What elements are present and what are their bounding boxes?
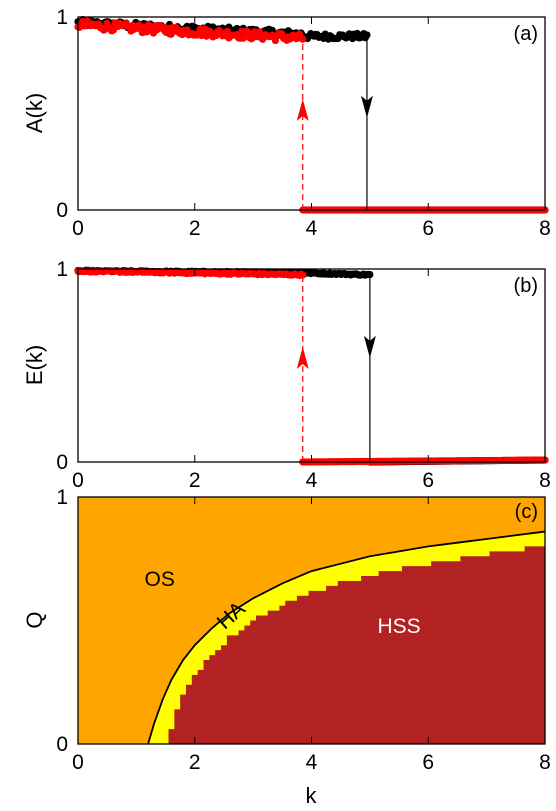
- region-label-os: OS: [145, 568, 175, 591]
- panel-b-ticks: 0 2 4 6 8 0 1: [56, 258, 551, 492]
- panel-b-xtick-label: 6: [422, 469, 434, 492]
- panel-a-transition-arrow: [360, 95, 373, 118]
- panel-c-xtick-label: 6: [422, 751, 434, 774]
- panel-a-ytick-label: 1: [56, 6, 68, 29]
- panel-a-ytick-label: 0: [56, 199, 68, 222]
- panel-a-ylabel: A(k): [22, 93, 47, 133]
- panel-c-xtick-label: 2: [189, 751, 201, 774]
- panel-a-xtick-label: 4: [306, 217, 318, 240]
- panel-b-data: [74, 266, 549, 466]
- panel-a-label: (a): [514, 23, 538, 45]
- region-hss: [168, 546, 545, 744]
- panel-a-data: [74, 15, 549, 214]
- panel-b-ytick-label: 1: [56, 258, 68, 281]
- panel-c-xlabel: k: [306, 783, 318, 808]
- panel-a-xtick-label: 0: [72, 217, 84, 240]
- panel-a-ticks: 0 2 4 6 8 0 1: [56, 6, 551, 240]
- panel-b-transition-arrow: [363, 335, 376, 358]
- panel-b-transition-arrow: [296, 347, 309, 370]
- panel-a-series-1-point: [363, 31, 371, 39]
- panel-c-ytick-label: 0: [56, 733, 68, 756]
- panel-b-series-1-point: [366, 270, 374, 279]
- panel-a-transition-arrow: [296, 98, 309, 121]
- panel-a-transitions: [296, 36, 373, 210]
- panel-a-frame: [77, 16, 546, 211]
- panel-c-label: (c): [515, 501, 538, 523]
- panel-c-xtick-label: 0: [72, 751, 84, 774]
- panel-b-xtick-label: 2: [189, 469, 201, 492]
- panel-c-xtick-label: 4: [306, 751, 318, 774]
- panel-a-xtick-label: 6: [422, 217, 434, 240]
- panel-b-xtick-label: 8: [539, 469, 551, 492]
- panel-b-label: (b): [514, 275, 538, 297]
- panel-a-xtick-label: 8: [539, 217, 551, 240]
- panel-c-ytick-label: 1: [56, 486, 68, 509]
- region-label-hss: HSS: [377, 615, 420, 638]
- boundary-os-ha-line: [147, 530, 545, 744]
- panel-b-frame: [77, 268, 546, 463]
- panel-b-xtick-label: 0: [72, 469, 84, 492]
- panel-b-ylabel: E(k): [22, 345, 47, 385]
- panel-c-ticks: 0 2 4 6 8 0 1: [56, 486, 551, 774]
- panel-b: 0 2 4 6 8 0 1 E(k) (b): [22, 258, 551, 492]
- panel-b-transitions: [296, 274, 376, 462]
- panel-b-ytick-label: 0: [56, 451, 68, 474]
- panel-a-xtick-label: 2: [189, 217, 201, 240]
- panel-b-xtick-label: 4: [306, 469, 318, 492]
- panel-c-xtick-label: 8: [539, 751, 551, 774]
- panel-b-series-2-point: [299, 271, 307, 279]
- panel-c-regions: [78, 497, 545, 744]
- panel-a-series-2-point: [109, 26, 117, 34]
- panel-a: 0 2 4 6 8 0 1 A(k) (a): [22, 6, 551, 240]
- panel-a-series-2-point: [255, 28, 263, 36]
- panel-c-ylabel: Q: [22, 611, 47, 628]
